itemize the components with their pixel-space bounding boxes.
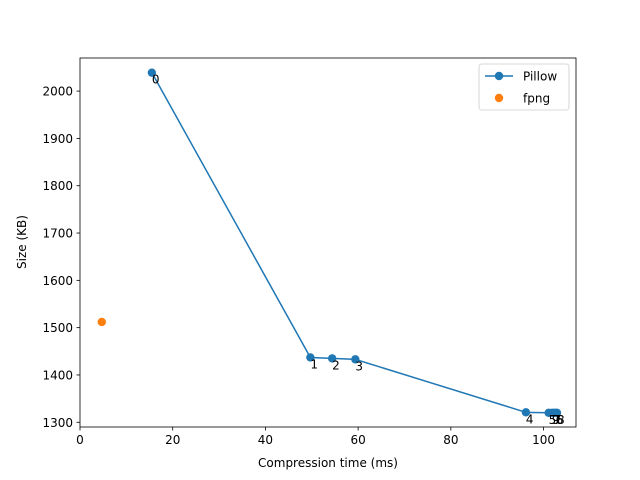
- y-tick-label: 1900: [42, 132, 73, 146]
- legend-marker: [494, 93, 504, 103]
- data-point: [351, 355, 360, 364]
- legend-item-fpng: fpng: [494, 92, 550, 106]
- y-tick-label: 1700: [42, 227, 73, 241]
- legend-label: fpng: [523, 92, 550, 106]
- point-label: 8: [557, 413, 565, 427]
- y-tick-label: 2000: [42, 85, 73, 99]
- x-tick-label: 40: [258, 433, 273, 447]
- x-tick-label: 80: [443, 433, 458, 447]
- y-tick-label: 1300: [42, 416, 73, 430]
- point-label: 9: [552, 413, 560, 427]
- data-point: [147, 68, 157, 77]
- x-tick-label: 100: [532, 433, 555, 447]
- legend-label: Pillow: [523, 70, 557, 84]
- y-tick-label: 1500: [42, 321, 73, 335]
- x-tick-label: 20: [165, 433, 180, 447]
- point-label: 5: [549, 413, 557, 427]
- y-tick-label: 1800: [42, 179, 73, 193]
- point-label: 3: [355, 359, 363, 373]
- series-fpng: [97, 317, 106, 327]
- point-label: 1: [310, 357, 318, 371]
- data-point: [552, 408, 562, 418]
- legend-item-pillow: Pillow: [485, 70, 557, 84]
- point-label: 6: [556, 413, 564, 427]
- data-point: [97, 317, 106, 327]
- axes-frame: [79, 57, 577, 428]
- point-label: 4: [526, 412, 534, 426]
- point-label: 7: [554, 413, 562, 427]
- legend-marker: [494, 71, 504, 81]
- legend: Pillow fpng: [478, 63, 570, 111]
- x-axis-label: Compression time (ms): [258, 456, 398, 470]
- point-label: 2: [332, 358, 340, 372]
- data-point: [521, 408, 531, 417]
- point-label: 0: [152, 73, 160, 87]
- x-tick-label: 60: [350, 433, 365, 447]
- data-point: [327, 354, 337, 363]
- x-tick-label: 0: [76, 433, 84, 447]
- y-tick-label: 1600: [42, 274, 73, 288]
- x-axis: 0 20 40 60 80 100: [76, 427, 555, 447]
- y-axis-label: Size (KB): [15, 215, 29, 269]
- y-tick-label: 1400: [42, 368, 73, 382]
- y-axis: 1300 1400 1500 1600 1700 1800 1900 2000: [42, 85, 80, 430]
- data-point: [306, 353, 315, 362]
